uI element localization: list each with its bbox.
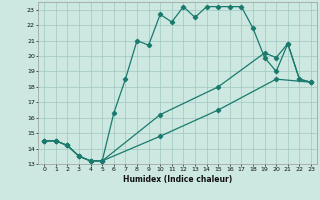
- X-axis label: Humidex (Indice chaleur): Humidex (Indice chaleur): [123, 175, 232, 184]
